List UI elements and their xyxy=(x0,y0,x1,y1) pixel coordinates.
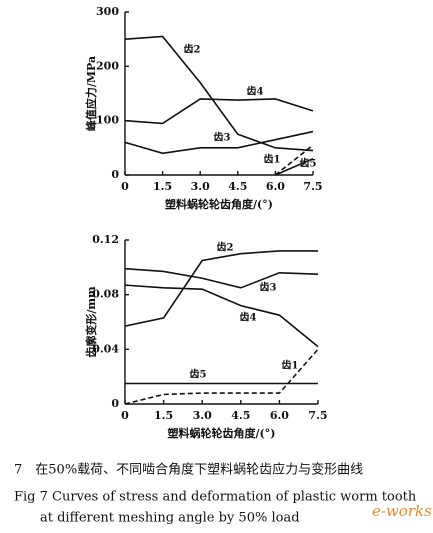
series-label: 齿5 xyxy=(300,157,317,170)
x-tick-label: 1.5 xyxy=(153,180,172,193)
x-tick-label: 7.5 xyxy=(303,180,322,193)
x-axis-label: 塑料蜗轮轮齿角度/(°) xyxy=(165,197,273,211)
caption-cn: 7 在50%载荷、不同啮合角度下塑料蜗轮齿应力与变形曲线 xyxy=(14,462,363,478)
caption-en: at different meshing angle by 50% load xyxy=(40,511,300,526)
y-tick-label: 0 xyxy=(111,397,119,410)
series-label: 齿1 xyxy=(282,359,299,372)
y-tick-label: 100 xyxy=(96,114,119,127)
series-label: 齿3 xyxy=(214,131,231,144)
series-line xyxy=(124,98,314,125)
y-axis-label: 峰值应力/MPa xyxy=(84,56,98,131)
series-line xyxy=(124,35,314,152)
x-tick-label: 3.0 xyxy=(191,180,210,193)
x-tick-label: 4.5 xyxy=(231,409,250,422)
series-line xyxy=(274,144,314,176)
caption-en: Fig 7 Curves of stress and deformation o… xyxy=(14,490,417,505)
series-line xyxy=(275,157,314,176)
y-tick-label: 300 xyxy=(96,5,119,18)
x-tick-label: 6.0 xyxy=(266,180,285,193)
x-tick-label: 0 xyxy=(121,409,129,422)
series-label: 齿2 xyxy=(184,43,201,56)
series-line xyxy=(124,250,318,327)
y-tick-label: 0.08 xyxy=(92,288,119,301)
series-label: 齿5 xyxy=(190,368,207,381)
series-label: 齿2 xyxy=(217,241,234,254)
y-tick-label: 200 xyxy=(96,59,119,72)
x-tick-label: 6.0 xyxy=(270,409,289,422)
x-tick-label: 7.5 xyxy=(308,409,327,422)
y-tick-label: 0.12 xyxy=(92,233,119,246)
series-label: 齿4 xyxy=(240,311,257,324)
x-tick-label: 0 xyxy=(121,180,129,193)
series-line xyxy=(124,348,319,405)
x-tick-label: 4.5 xyxy=(228,180,247,193)
y-tick-label: 0.04 xyxy=(92,342,119,355)
watermark: e-works xyxy=(372,502,432,520)
series-line xyxy=(124,284,319,348)
x-tick-label: 3.0 xyxy=(193,409,212,422)
series-line xyxy=(124,267,319,289)
series-line xyxy=(124,130,314,155)
x-tick-label: 1.5 xyxy=(154,409,173,422)
series-label: 齿1 xyxy=(264,153,281,166)
series-label: 齿3 xyxy=(260,281,277,294)
y-axis-label: 齿廓变形/mm xyxy=(84,286,98,358)
series-label: 齿4 xyxy=(247,85,264,98)
x-axis-label: 塑料蜗轮轮齿角度/(°) xyxy=(168,426,276,440)
y-tick-label: 0 xyxy=(111,168,119,181)
